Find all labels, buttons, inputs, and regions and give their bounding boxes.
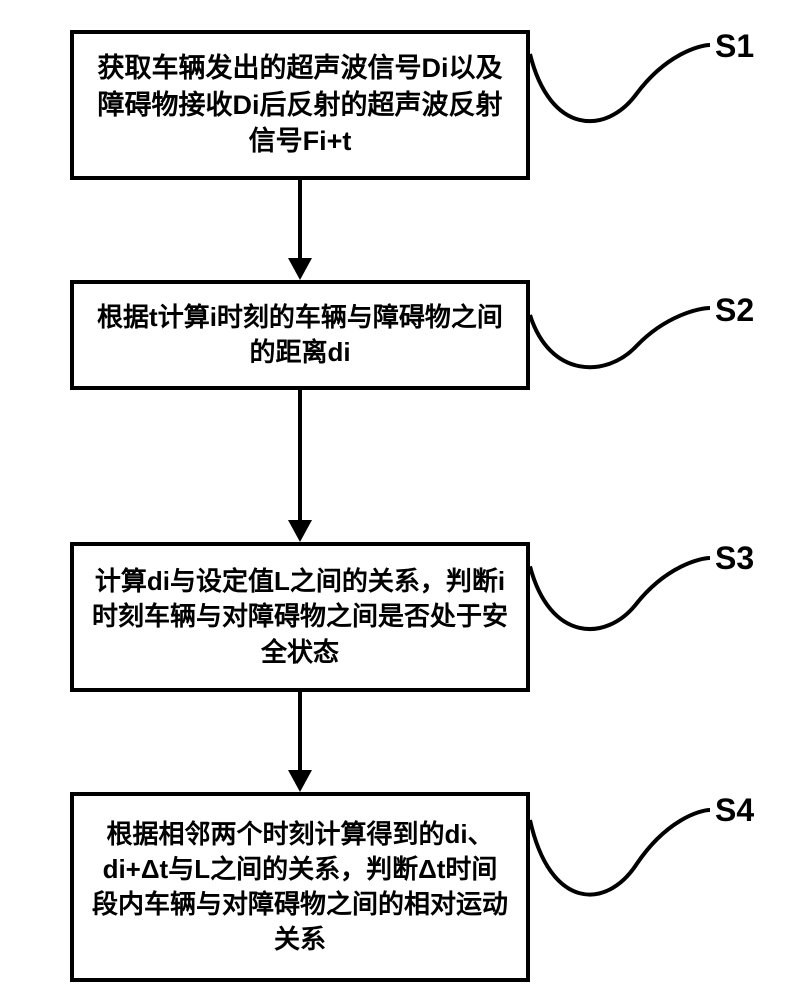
- step-label-s1: S1: [715, 28, 754, 65]
- connector-path-s1: [530, 45, 710, 121]
- connector-svg: [0, 0, 808, 1000]
- connector-path-s3: [530, 558, 710, 629]
- step-label-s2: S2: [715, 292, 754, 329]
- connector-path-s4: [530, 810, 710, 895]
- connector-path-s2: [530, 308, 710, 367]
- step-label-s3: S3: [715, 540, 754, 577]
- step-label-s4: S4: [715, 792, 754, 829]
